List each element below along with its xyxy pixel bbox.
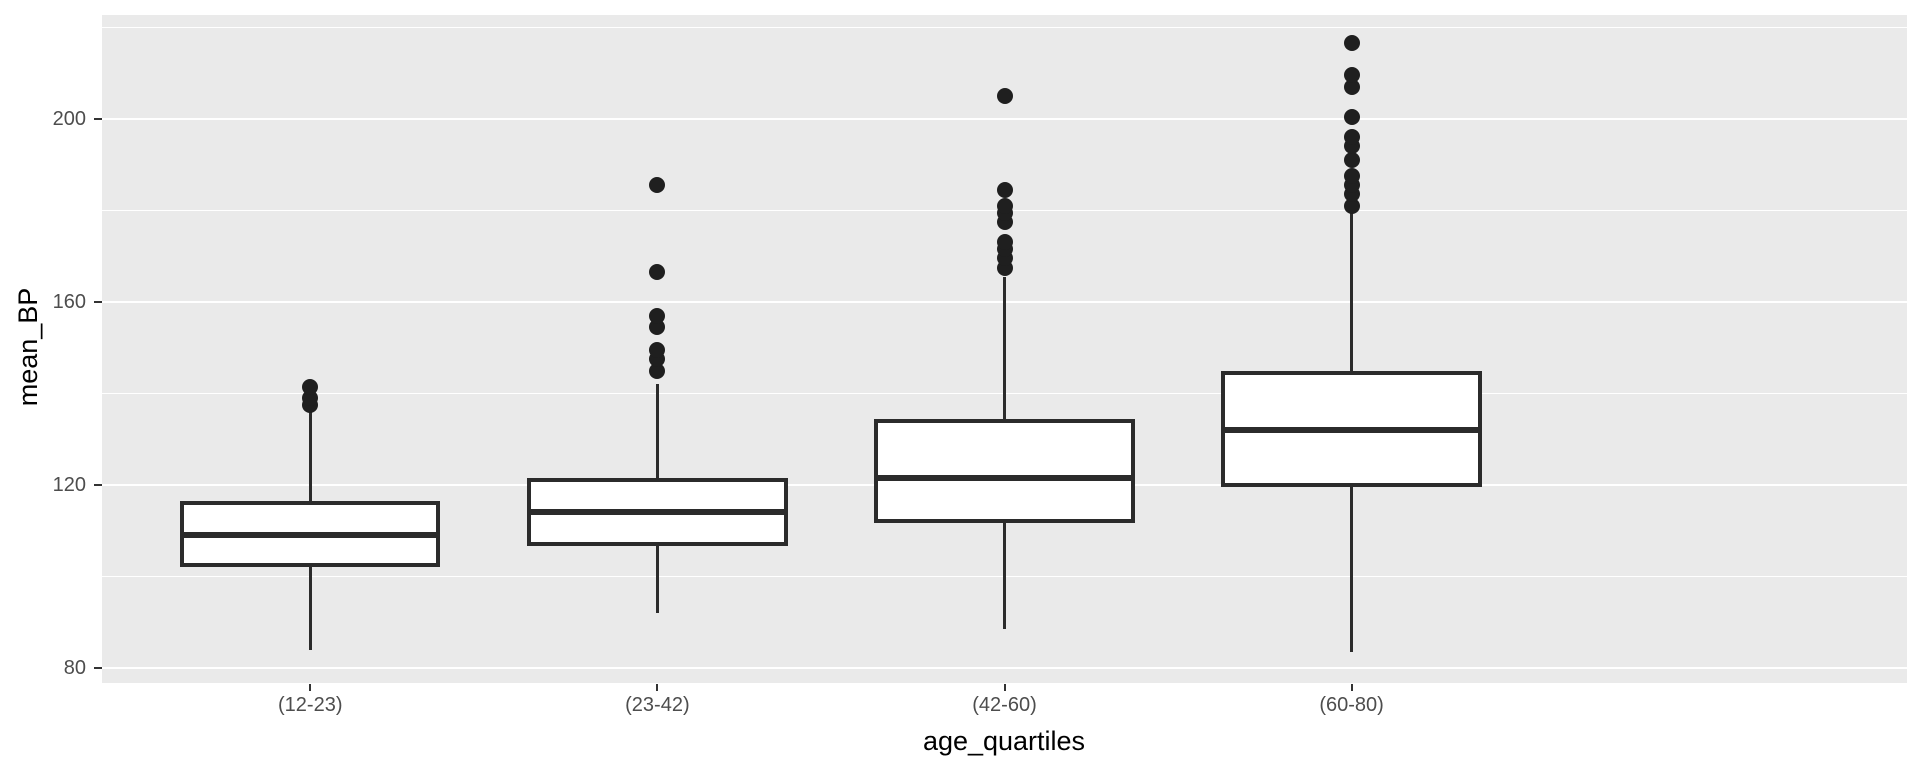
outlier-point xyxy=(996,234,1013,251)
y-tick-label: 80 xyxy=(63,656,86,679)
major-gridline xyxy=(102,117,1907,120)
major-gridline xyxy=(102,666,1907,669)
outlier-point xyxy=(1343,152,1360,169)
boxplot-median-line xyxy=(878,475,1131,482)
boxplot-median-line xyxy=(1225,426,1478,433)
y-tick-label: 200 xyxy=(52,107,86,130)
outlier-point xyxy=(1343,129,1360,146)
boxplot-median-line xyxy=(531,509,784,516)
outlier-point xyxy=(302,378,319,395)
outlier-point xyxy=(1343,78,1360,95)
boxplot-median-line xyxy=(184,532,437,539)
plot-panel xyxy=(102,15,1907,683)
outlier-point xyxy=(1343,108,1360,125)
x-tick-label: (60-80) xyxy=(1319,694,1384,716)
y-tick-label: 120 xyxy=(52,473,86,496)
outlier-point xyxy=(649,264,666,281)
outlier-point xyxy=(996,87,1013,104)
outlier-point xyxy=(1343,168,1360,185)
y-tick-mark xyxy=(94,666,102,669)
y-axis-title: mean_BP xyxy=(13,287,43,407)
outlier-point xyxy=(996,197,1013,214)
outlier-point xyxy=(1343,197,1360,214)
outlier-point xyxy=(996,181,1013,198)
boxplot-box xyxy=(874,418,1135,524)
y-tick-mark xyxy=(94,483,102,486)
outlier-point xyxy=(649,177,666,194)
x-tick-mark xyxy=(656,684,659,691)
outlier-point xyxy=(1343,67,1360,84)
x-tick-label: (12-23) xyxy=(278,694,343,716)
y-tick-mark xyxy=(94,300,102,303)
outlier-point xyxy=(649,341,666,358)
outlier-point xyxy=(649,307,666,324)
x-axis-title: age_quartiles xyxy=(922,726,1086,756)
x-tick-mark xyxy=(309,684,312,691)
outlier-point xyxy=(1343,35,1360,52)
x-tick-mark xyxy=(1003,684,1006,691)
y-tick-label: 160 xyxy=(52,290,86,313)
x-tick-label: (42-60) xyxy=(972,694,1037,716)
y-tick-mark xyxy=(94,117,102,120)
minor-gridline xyxy=(102,26,1907,28)
x-tick-label: (23-42) xyxy=(625,694,690,716)
x-tick-mark xyxy=(1350,684,1353,691)
